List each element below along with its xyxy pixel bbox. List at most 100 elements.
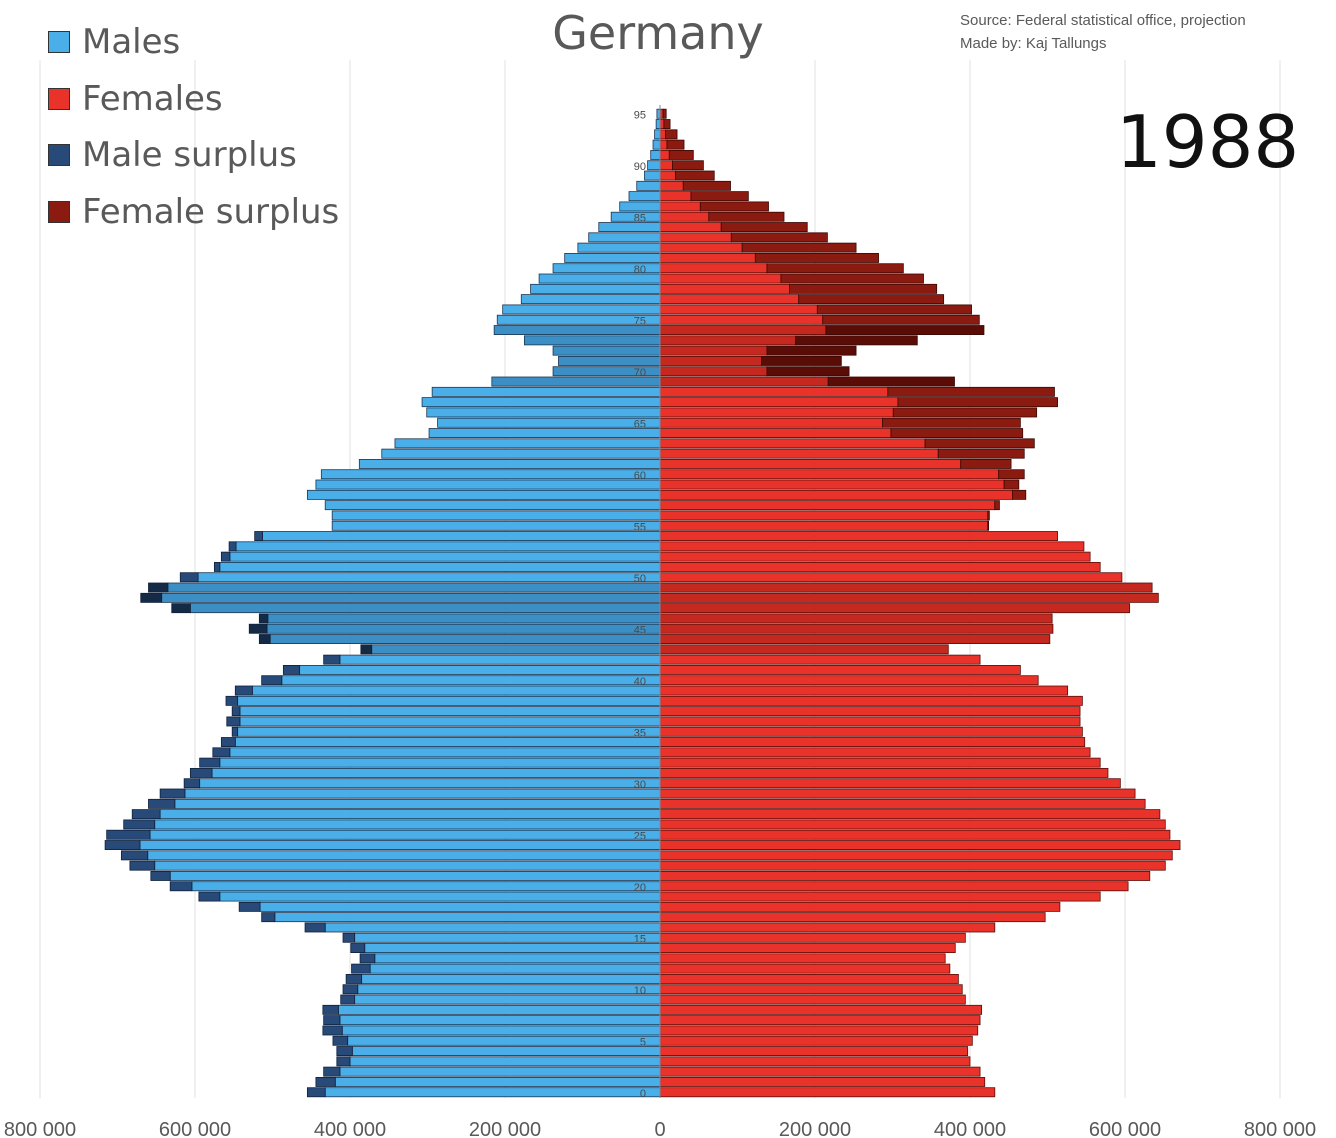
male-bar	[358, 458, 661, 469]
male-surplus-bar	[336, 1056, 351, 1067]
female-surplus-bar	[924, 438, 1035, 449]
male-bar	[654, 129, 661, 140]
female-surplus-bar	[690, 191, 749, 202]
female-surplus-bar	[897, 397, 1058, 408]
female-bar	[659, 438, 926, 449]
female-surplus-bar	[987, 520, 990, 531]
female-bar	[659, 510, 989, 521]
female-bar	[659, 850, 1173, 861]
male-bar	[341, 1025, 661, 1036]
x-tick-label: 200 000	[469, 1119, 541, 1138]
female-surplus-bar	[998, 469, 1025, 480]
male-bar	[619, 201, 661, 212]
male-surplus-bar	[148, 798, 176, 809]
male-bar	[267, 613, 661, 624]
female-surplus-bar	[816, 304, 972, 315]
year-label: 1988	[1116, 100, 1300, 184]
female-surplus-bar	[665, 129, 678, 140]
female-bar	[659, 592, 1159, 603]
male-surplus-bar	[148, 582, 169, 593]
x-tick-label: 800 000	[4, 1119, 76, 1138]
female-bar	[659, 768, 1109, 778]
x-tick-label: 600 000	[159, 1119, 231, 1138]
female-surplus-bar	[720, 222, 808, 233]
female-surplus-bar	[662, 108, 667, 119]
female-surplus-bar	[766, 345, 857, 356]
male-surplus-bar	[120, 850, 149, 861]
male-bar	[381, 448, 661, 459]
x-tick-label: 200 000	[779, 1119, 851, 1138]
male-bar	[354, 994, 661, 1005]
female-bar	[659, 304, 818, 315]
male-surplus-bar	[306, 1087, 326, 1098]
author-text: Made by: Kaj Tallungs	[960, 35, 1107, 52]
female-bar	[659, 819, 1166, 830]
male-bar	[199, 778, 661, 789]
female-bar	[659, 1077, 986, 1087]
female-bar	[659, 953, 946, 964]
female-bar	[659, 1087, 996, 1098]
female-surplus-bar	[682, 180, 731, 191]
female-bar	[659, 912, 1046, 923]
female-surplus-bar	[766, 366, 850, 377]
age-tick-label: 5	[640, 1036, 646, 1048]
male-bar	[374, 953, 661, 964]
x-tick-label: 800 000	[1244, 1119, 1316, 1138]
male-surplus-bar	[322, 1025, 343, 1036]
male-surplus-bar	[323, 654, 341, 665]
female-bar	[659, 232, 732, 243]
female-bar	[659, 386, 889, 397]
female-surplus-bar	[887, 386, 1055, 397]
female-bar	[659, 119, 665, 130]
male-bar	[320, 469, 661, 480]
male-bar	[636, 180, 661, 191]
male-surplus-bar	[315, 1077, 336, 1087]
female-surplus-bar	[754, 252, 879, 263]
female-surplus-bar	[675, 170, 715, 181]
female-surplus-bar	[960, 458, 1012, 469]
male-surplus-bar	[342, 932, 356, 943]
male-bar	[421, 397, 661, 408]
female-surplus-bar	[666, 139, 685, 150]
female-bar	[659, 685, 1069, 696]
female-bar	[659, 376, 829, 387]
male-surplus-bar	[332, 1035, 349, 1046]
male-bar	[647, 160, 661, 171]
male-surplus-bar	[304, 922, 326, 933]
female-bar	[659, 149, 670, 160]
female-bar	[659, 809, 1161, 820]
male-bar	[167, 582, 661, 593]
male-bar	[315, 479, 661, 490]
legend-item-females: Females	[48, 71, 339, 128]
age-tick-label: 20	[634, 882, 646, 894]
female-bar	[659, 891, 1101, 902]
male-bar	[351, 1046, 661, 1057]
female-bar	[659, 252, 756, 263]
female-bar	[659, 603, 1131, 614]
female-bar	[659, 448, 939, 459]
male-bar	[339, 654, 661, 665]
female-bar	[659, 397, 899, 408]
female-bar	[659, 355, 762, 366]
female-bar	[659, 314, 824, 325]
male-surplus-bar	[254, 531, 263, 542]
source-note: Source: Federal statistical office, proj…	[960, 9, 1246, 55]
male-bar	[189, 603, 661, 614]
age-tick-label: 50	[634, 573, 646, 585]
male-surplus-bar	[261, 675, 283, 686]
male-surplus-bar	[212, 747, 231, 758]
female-bar	[659, 726, 1083, 737]
female-bar	[659, 325, 827, 336]
female-surplus-bar	[1012, 489, 1027, 500]
age-tick-label: 80	[634, 264, 646, 276]
female-bar	[659, 1046, 969, 1057]
age-tick-label: 25	[634, 830, 646, 842]
age-tick-label: 85	[634, 212, 646, 224]
female-bar	[659, 943, 956, 954]
male-surplus-bar	[231, 706, 241, 717]
male-surplus-bar	[129, 860, 156, 871]
male-bar	[159, 809, 661, 820]
male-bar	[154, 819, 661, 830]
male-bar	[139, 840, 661, 851]
age-tick-label: 30	[634, 779, 646, 791]
